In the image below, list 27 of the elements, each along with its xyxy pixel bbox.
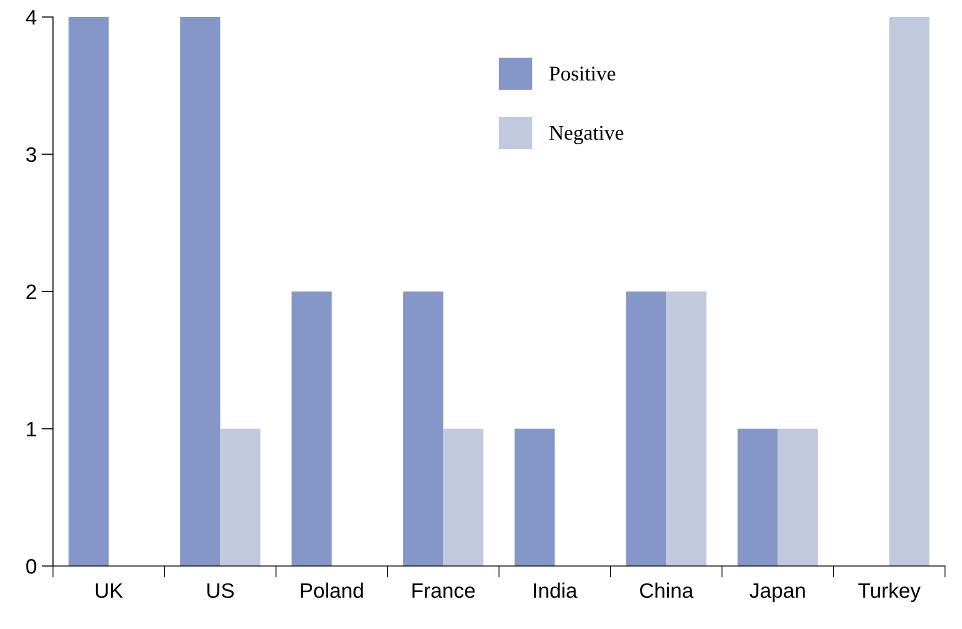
bar	[443, 428, 484, 566]
y-tick-label: 4	[26, 10, 36, 25]
bar	[778, 428, 818, 566]
x-tick-label: US	[207, 583, 234, 598]
bar	[666, 292, 706, 566]
bar	[292, 292, 332, 566]
x-tick-label: Japan	[750, 583, 805, 602]
y-tick-label: 3	[26, 147, 36, 162]
y-tick-label: 1	[27, 422, 36, 436]
legend-label: Negative	[549, 126, 624, 144]
bar	[220, 428, 260, 566]
y-tick-label: 2	[26, 284, 36, 300]
bar	[68, 17, 109, 566]
x-tick-label: Turkey	[858, 582, 921, 602]
y-tick-label: 0	[26, 559, 36, 574]
x-tick-label: France	[412, 583, 475, 598]
x-tick-label: China	[640, 582, 694, 598]
x-tick-label: Poland	[301, 582, 363, 598]
bar	[180, 17, 220, 566]
bar	[514, 428, 555, 566]
x-tick-label: India	[534, 582, 578, 598]
legend-label: Positive	[549, 66, 616, 81]
bar	[403, 292, 444, 566]
bar	[889, 17, 930, 566]
bar	[738, 428, 778, 566]
x-tick-label: UK	[96, 583, 123, 598]
bar	[626, 292, 666, 566]
